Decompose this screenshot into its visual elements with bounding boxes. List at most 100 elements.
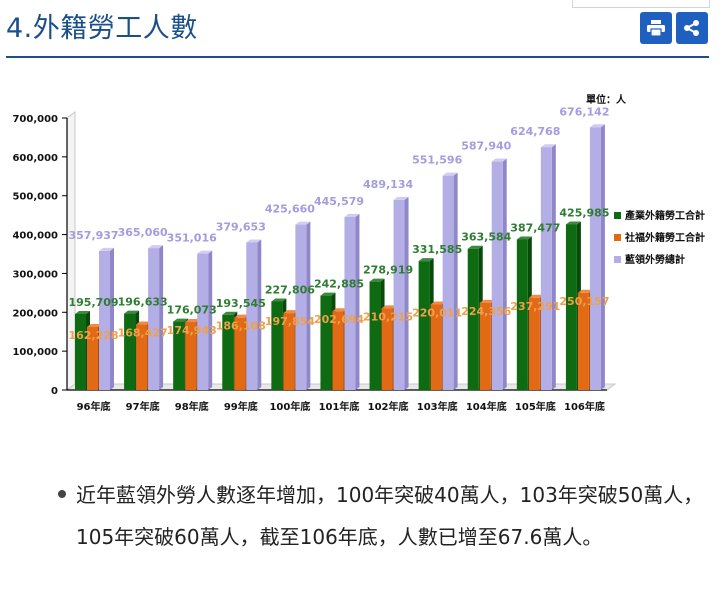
bar (185, 322, 197, 390)
data-label: 357,937 (68, 229, 118, 242)
bar (173, 321, 185, 390)
legend-label: 產業外籍勞工合計 (624, 209, 705, 222)
data-label: 237,291 (510, 300, 560, 313)
bar (283, 313, 295, 390)
data-label: 195,709 (68, 296, 118, 309)
data-label: 587,940 (461, 140, 511, 153)
bar-top (87, 323, 102, 327)
x-tick-label: 100年底 (269, 400, 310, 413)
data-label: 551,596 (412, 154, 462, 167)
data-label: 174,943 (167, 324, 217, 337)
data-label: 186,108 (216, 320, 266, 333)
bar-top (418, 258, 434, 262)
data-label: 202,694 (314, 313, 364, 326)
y-tick-label: 700,000 (12, 114, 58, 125)
bar (442, 175, 454, 390)
bar-top (271, 298, 287, 302)
bar (565, 224, 577, 390)
share-icon (684, 20, 699, 36)
data-label: 363,584 (461, 231, 511, 244)
data-label: 168,427 (118, 327, 168, 340)
chart-side-wall (66, 111, 76, 391)
page-title: 4.外籍勞工人數 (6, 13, 198, 44)
bar (381, 308, 393, 390)
x-tick-label: 104年底 (466, 400, 507, 413)
bar-top (173, 318, 189, 322)
bar-top (589, 124, 605, 128)
y-tick-label: 600,000 (12, 153, 58, 164)
x-tick-label: 101年底 (319, 400, 360, 413)
bar-top (540, 144, 556, 148)
bar-top (369, 278, 385, 282)
x-tick-label: 106年底 (564, 400, 605, 413)
summary-text: 近年藍領外勞人數逐年增加，100年突破40萬人，103年突破50萬人，105年突… (76, 483, 704, 549)
bar-top (295, 221, 311, 225)
bar (87, 326, 98, 390)
bar (271, 301, 283, 390)
data-label: 676,142 (559, 105, 609, 118)
bar (136, 324, 148, 390)
legend-label: 社福外籍勞工合計 (624, 231, 705, 244)
bar (467, 248, 479, 390)
share-button[interactable] (676, 12, 708, 44)
data-label: 445,579 (314, 195, 364, 208)
bar-top (185, 319, 201, 323)
bar-top (99, 247, 114, 251)
bar-top (222, 311, 238, 315)
bar-side (110, 247, 114, 390)
data-label: 331,585 (412, 243, 462, 256)
data-label: 624,768 (510, 125, 560, 138)
bar (344, 216, 356, 390)
data-label: 242,885 (314, 278, 364, 291)
bar (540, 147, 552, 390)
bar-side (502, 158, 507, 390)
print-button[interactable] (640, 12, 672, 44)
data-label: 197,854 (265, 315, 315, 328)
bar-top (320, 292, 336, 296)
x-tick-label: 102年底 (368, 400, 409, 413)
bar (589, 127, 601, 390)
summary-bullet: 近年藍領外勞人數逐年增加，100年突破40萬人，103年突破50萬人，105年突… (58, 474, 708, 558)
bar-top (430, 301, 446, 305)
bar-side (355, 213, 360, 390)
data-label: 489,134 (363, 178, 413, 191)
bar-side (453, 172, 458, 390)
data-label: 162,228 (68, 329, 118, 342)
foreign-workers-bar-chart: 0 100,000 200,000 300,000 400,000 500,000 600,… (12, 93, 705, 413)
bar (246, 242, 258, 390)
x-tick-label: 97年底 (126, 400, 160, 413)
unit-label: 單位：人 (586, 93, 627, 106)
bar (577, 292, 589, 390)
data-label: 250,157 (559, 295, 609, 308)
x-tick-label: 103年底 (417, 400, 458, 413)
data-label: 387,477 (510, 221, 560, 234)
bar-top (381, 305, 397, 309)
bar-top (467, 245, 483, 249)
bar (491, 161, 503, 390)
bar (222, 314, 234, 390)
bar-top (393, 196, 409, 200)
legend-label: 藍領外勞總計 (625, 253, 685, 266)
bar-top (528, 294, 544, 298)
y-tick-label: 0 (51, 386, 58, 397)
bullet-dot (58, 490, 66, 498)
bar (528, 297, 540, 390)
y-tick-label: 200,000 (12, 308, 58, 319)
bar-top (565, 221, 581, 225)
bar-side (404, 196, 409, 390)
bar-side (600, 124, 605, 390)
bar-top (148, 245, 164, 249)
title-divider (6, 56, 709, 58)
bar-side (257, 239, 262, 390)
data-label: 196,633 (118, 296, 168, 309)
bar-top (197, 250, 213, 254)
x-tick-label: 98年底 (175, 400, 209, 413)
bar-top (516, 236, 532, 240)
data-label: 224,356 (461, 305, 511, 318)
bar (197, 253, 209, 390)
bar-top (136, 321, 152, 325)
bar-top (577, 289, 593, 293)
bar (393, 199, 405, 390)
y-tick-label: 300,000 (12, 269, 58, 280)
bar-top (491, 158, 507, 162)
